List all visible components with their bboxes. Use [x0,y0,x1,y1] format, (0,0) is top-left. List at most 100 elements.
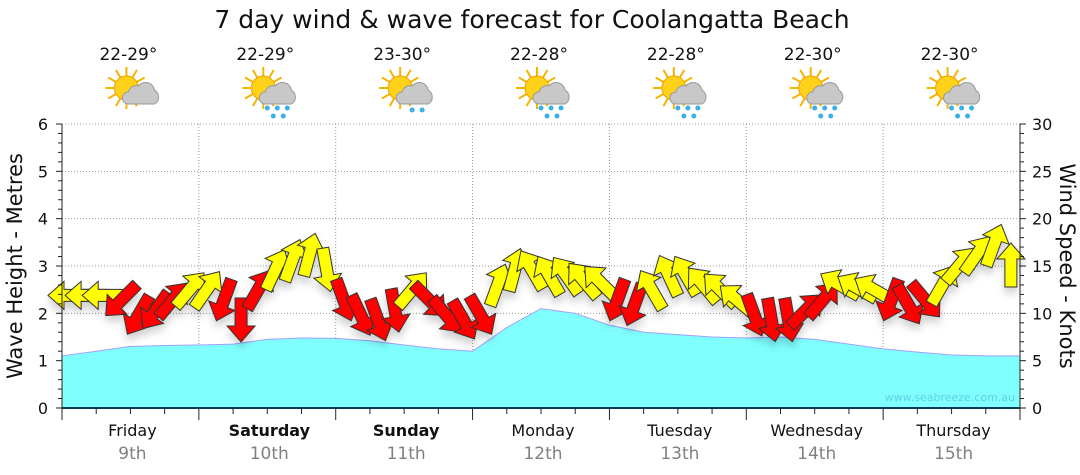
sun-ray [115,69,122,79]
day-name-label: Wednesday [770,421,863,440]
rain-drop-icon [284,105,290,111]
axes: 0 1 2 3 4 5 6 0 5 10 15 20 25 30 Friday 9th Saturday 10th… [38,115,1053,464]
day-temperature: 22-28° [510,45,568,65]
wind-arrow [891,282,925,325]
sun-ray [381,93,391,100]
showers-weather-icon [926,67,981,119]
wave-height-area [61,308,1021,409]
day-name-label: Saturday [229,421,311,440]
wind-arrows [47,223,1026,343]
y2-tick-label: 15 [1032,257,1052,276]
cloud-icon [943,82,981,105]
y-tick-label: 3 [38,257,48,276]
y-tick-label: 2 [38,304,48,323]
day-date-label: 11th [387,444,426,464]
rain-drop-icon [544,113,550,119]
sun-ray [815,69,823,79]
cloud-icon [258,82,296,105]
rain-drop-icon [832,105,838,111]
rain-drop-icon [818,113,824,119]
sun-ray [792,76,801,83]
sun-ray [952,69,959,79]
rain-drop-icon [965,113,971,119]
showers-weather-icon [516,67,570,119]
wind-arrow [381,287,411,333]
y-tick-label: 6 [38,115,48,134]
sun-ray [405,69,412,79]
chart-title: 7 day wind & wave forecast for Coolangat… [214,5,849,34]
y-tick-label: 4 [38,210,48,229]
y2-tick-label: 5 [1032,352,1042,371]
sun-ray [388,97,396,107]
y2-tick-label: 30 [1032,115,1052,134]
sun-ray [683,76,693,83]
rain-drop-icon [828,113,834,119]
sun-ray [107,76,117,83]
wind-arrow [122,292,156,335]
sun-ray [662,69,669,79]
day-date-label: 10th [250,444,289,464]
sun-ray [928,93,938,100]
rain-drop-icon [554,113,560,119]
wind-arrow [635,269,669,313]
rain-drop-icon [280,113,286,119]
day-date-label: 15th [934,444,973,464]
rain-drop-icon [675,105,681,111]
sun-ray [655,93,664,100]
sun-ray [251,97,259,107]
cloud-icon [532,82,570,105]
sun-ray [542,69,549,79]
rain-drop-icon [822,105,828,111]
wind-arrow [979,223,1010,269]
rain-drop-icon [695,105,701,111]
sun-ray [115,97,122,107]
wind-arrow [463,292,497,335]
day-temperature: 22-30° [921,45,979,65]
rain-drop-icon [949,105,955,111]
sun-ray [662,97,669,107]
wind-arrow [105,279,142,317]
rain-drop-icon [969,105,975,111]
watermark: www.seabreeze.com.au [885,391,1015,404]
day-name-label: Friday [108,421,157,440]
day-temperature: 23-30° [373,45,431,65]
wind-arrow [740,291,771,337]
wind-arrow [278,238,309,284]
wind-arrow [296,232,326,279]
wind-arrow [225,297,257,343]
rain-drop-icon [812,105,818,111]
wind-arrow [618,281,649,327]
rain-drop-icon [691,113,697,119]
sun-ray [799,97,806,107]
sun-ray [273,76,282,83]
rain-drop-icon [419,107,425,113]
sun-ray [244,93,254,100]
y2-tick-label: 0 [1032,399,1042,418]
sun-ray [518,93,528,100]
sun-ray [936,97,943,107]
sun-ray [131,69,138,79]
day-name-label: Thursday [915,421,990,440]
cloud-icon [121,82,160,105]
wind-arrow [188,271,223,312]
sun-ray [820,76,830,83]
wind-arrow [207,276,238,322]
showers-weather-icon [652,67,707,119]
rain-drop-icon [548,105,554,111]
rain-drop-icon [274,105,280,111]
day-date-label: 9th [118,444,146,464]
sun-ray [268,69,275,79]
rain-drop-icon [959,105,965,111]
wind-arrow [652,254,685,299]
day-date-label: 12th [523,444,562,464]
partly-cloudy-weather-icon [105,67,160,109]
sun-ray [792,93,801,100]
sun-ray [936,69,943,79]
sun-ray [107,93,117,100]
day-temperature: 22-30° [784,45,842,65]
y-tick-label: 5 [38,162,48,181]
rain-drop-icon [264,105,270,111]
y2-tick-label: 10 [1032,304,1052,323]
light-showers-weather-icon [379,67,433,113]
